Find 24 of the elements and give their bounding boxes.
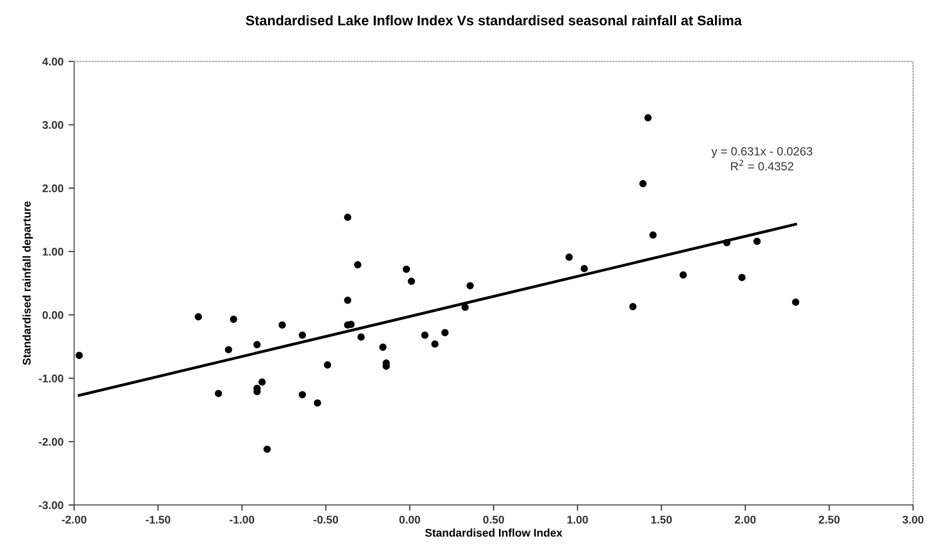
- x-tick-label: 2.00: [734, 516, 756, 524]
- x-tick-label: 1.50: [651, 516, 672, 524]
- y-tick-label: 1.00: [42, 248, 64, 256]
- y-tick-label: -3.00: [38, 501, 64, 510]
- x-tick-label: -0.50: [314, 516, 338, 524]
- x-tick-label: -2.00: [62, 516, 86, 524]
- y-tick-label: 4.00: [42, 58, 64, 66]
- x-axis-title: Standardised Inflow Index: [425, 528, 562, 537]
- y-axis-title: Standardised rainfall departure: [22, 201, 33, 365]
- x-tick-label: 3.00: [902, 516, 924, 524]
- x-tick-label: 1.00: [567, 516, 588, 524]
- x-tick-label: 0.50: [483, 516, 504, 524]
- y-tick-label: -1.00: [38, 374, 64, 382]
- chart-title: Standardised Lake Inflow Index Vs standardised seasonal rainfall at Salima: [246, 15, 742, 26]
- y-tick-label: 0.00: [42, 311, 64, 320]
- x-tick-label: 2.50: [818, 516, 840, 524]
- x-tick-label: 0.00: [399, 516, 420, 524]
- annotation: R$^{2}$ = 0.4352: [731, 160, 794, 170]
- x-tick-label: -1.00: [230, 516, 254, 524]
- y-tick-label: -2.00: [38, 438, 64, 446]
- y-tick-label: 3.00: [42, 121, 64, 129]
- y-tick-label: 2.00: [42, 184, 64, 192]
- annotation: y = 0.631x - 0.0263: [711, 147, 812, 158]
- x-tick-label: -1.50: [146, 516, 170, 524]
